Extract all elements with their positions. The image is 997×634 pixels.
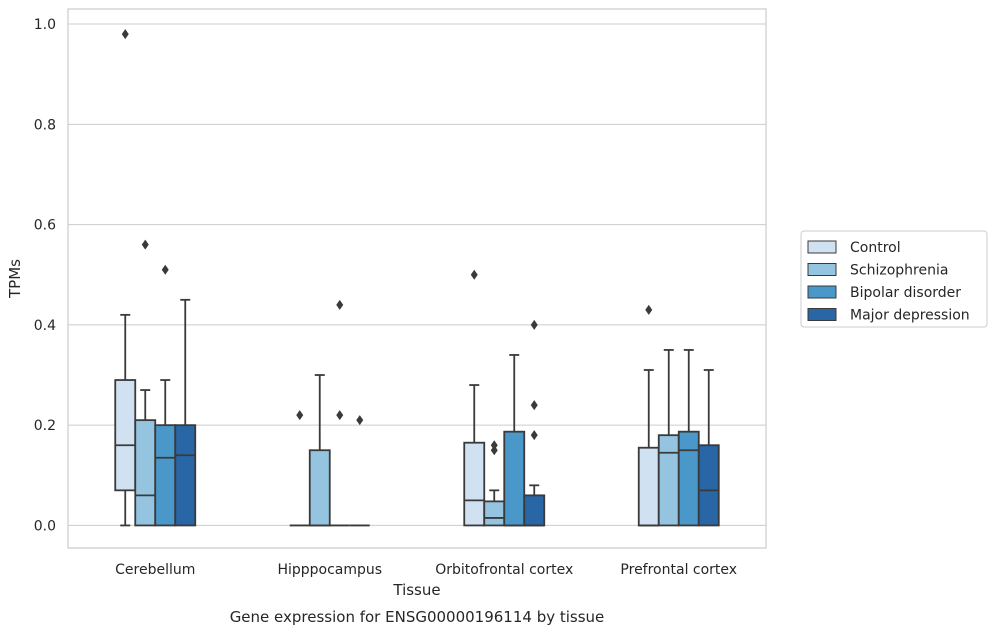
- box-bipolar-disorder-0: [154, 264, 177, 527]
- outlier-point: [336, 299, 344, 310]
- legend-entry: Control: [850, 240, 901, 256]
- y-tick-label: 0.2: [34, 418, 56, 434]
- outlier-point: [296, 410, 304, 421]
- legend: Control Schizophrenia Bipolar disorder Majo…: [800, 230, 988, 328]
- legend-swatch: [807, 263, 837, 276]
- box-major-depression-0: [174, 298, 197, 527]
- chart-caption: Gene expression for ENSG00000196114 by t…: [230, 608, 605, 626]
- box-body: [637, 446, 660, 527]
- y-tick-label: 1.0: [34, 17, 56, 33]
- box-control-3: [637, 304, 660, 527]
- x-tick-label: Orbitofrontal cortex: [435, 562, 573, 578]
- x-axis-ticks: Cerebellum Hipppocampus Orbitofrontal cort…: [115, 562, 737, 578]
- outlier-point: [645, 304, 653, 315]
- x-tick-label: Cerebellum: [115, 562, 195, 578]
- box-body: [308, 449, 331, 527]
- box-body: [114, 379, 137, 492]
- box-schizophrenia-0: [134, 239, 157, 527]
- x-tick-label: Hipppocampus: [277, 562, 382, 578]
- outlier-point: [530, 319, 538, 330]
- legend-entry: Bipolar disorder: [850, 285, 961, 301]
- outlier-point: [490, 445, 498, 456]
- y-tick-label: 0.8: [34, 117, 56, 133]
- y-axis-label: TPMs: [6, 259, 24, 299]
- legend-swatch: [807, 308, 837, 321]
- outlier-point: [356, 415, 364, 426]
- box-body: [697, 444, 720, 527]
- box-body: [523, 494, 546, 527]
- box-body: [174, 424, 197, 527]
- box-major-depression-2: [523, 319, 546, 527]
- box-body: [657, 434, 680, 527]
- legend-swatch: [807, 285, 837, 299]
- outlier-point: [161, 264, 169, 275]
- legend-frame: [800, 230, 988, 328]
- outlier-point: [121, 29, 129, 40]
- box-body: [677, 430, 700, 527]
- legend-entry: Major depression: [850, 308, 970, 324]
- box-schizophrenia-2: [483, 440, 506, 527]
- box-body: [463, 441, 486, 527]
- box-schizophrenia-1: [308, 374, 331, 527]
- box-bipolar-disorder-1: [329, 299, 350, 527]
- plot-frame: [67, 8, 767, 549]
- box-control-0: [114, 29, 137, 527]
- outlier-point: [470, 269, 478, 280]
- x-tick-label: Prefrontal cortex: [620, 562, 737, 578]
- y-tick-label: 0.4: [34, 318, 56, 334]
- legend-entry: Schizophrenia: [850, 263, 948, 279]
- box-body: [134, 419, 157, 527]
- x-axis-label: Tissue: [392, 581, 440, 599]
- outlier-point: [490, 440, 498, 451]
- box-body: [154, 424, 177, 527]
- box-series: [114, 29, 720, 527]
- box-major-depression-1: [349, 415, 370, 527]
- outlier-point: [530, 400, 538, 411]
- box-control-1: [289, 410, 310, 527]
- outlier-point: [336, 410, 344, 421]
- box-body: [503, 430, 526, 527]
- box-bipolar-disorder-3: [677, 349, 700, 527]
- y-tick-label: 0.6: [34, 218, 56, 234]
- y-axis-ticks: 0.0 0.2 0.4 0.6 0.8 1.0: [34, 17, 56, 534]
- box-schizophrenia-3: [657, 349, 680, 527]
- box-control-2: [463, 269, 486, 527]
- box-bipolar-disorder-2: [503, 354, 526, 527]
- box-major-depression-3: [697, 369, 720, 527]
- outlier-point: [141, 239, 149, 250]
- box-body: [483, 500, 506, 527]
- y-tick-label: 0.0: [34, 518, 56, 534]
- legend-swatch: [807, 240, 837, 254]
- outlier-point: [530, 430, 538, 441]
